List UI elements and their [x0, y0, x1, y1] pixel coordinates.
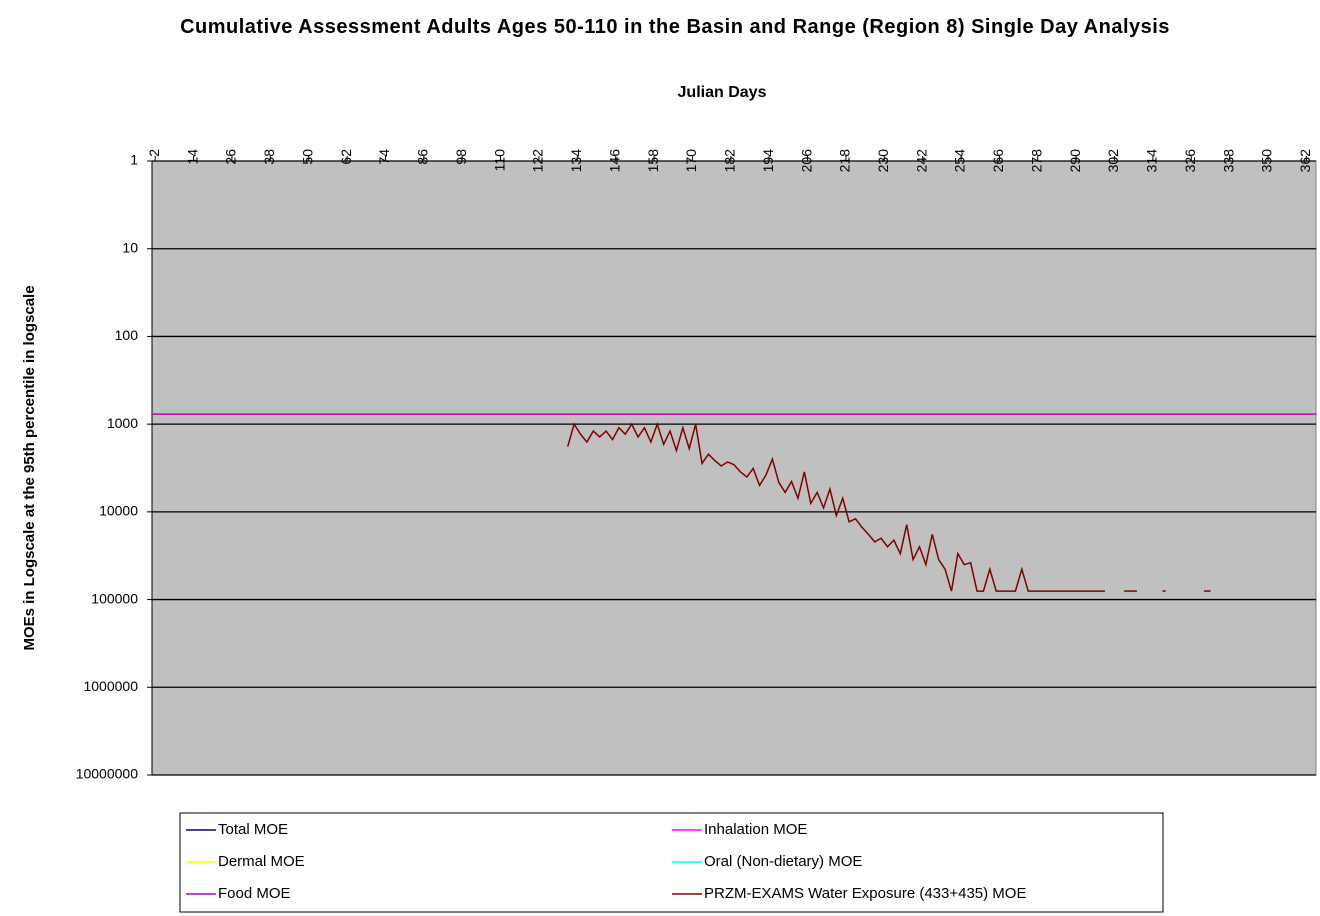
x-tick-label: 50	[299, 149, 315, 165]
x-tick-label: 2	[146, 149, 162, 157]
chart-title: Cumulative Assessment Adults Ages 50-110…	[180, 16, 1170, 38]
x-tick-label: 218	[837, 149, 853, 173]
x-tick-label: 314	[1144, 149, 1160, 173]
y-tick-label: 1000	[107, 415, 138, 431]
x-tick-label: 302	[1105, 149, 1121, 173]
y-tick-label: 100000	[91, 590, 138, 606]
x-tick-label: 26	[223, 149, 239, 165]
x-tick-label: 146	[606, 149, 622, 173]
x-tick-label: 194	[760, 149, 776, 173]
legend-label: Total MOE	[218, 821, 288, 838]
x-tick-label: 158	[645, 149, 661, 173]
y-tick-label: 1	[130, 152, 138, 168]
x-axis-title: Julian Days	[678, 84, 767, 101]
y-tick-label: 10000000	[76, 766, 139, 782]
x-tick-label: 14	[184, 149, 200, 165]
legend: Total MOE Inhalation MOE Dermal MOE Oral (N…	[179, 812, 1164, 913]
y-tick-label: 10	[122, 239, 138, 255]
y-tick-label: 1000000	[83, 678, 138, 694]
x-tick-label: 278	[1028, 149, 1044, 173]
x-tick-label: 170	[683, 149, 699, 173]
x-tick-label: 230	[875, 149, 891, 173]
x-tick-label: 290	[1067, 149, 1083, 173]
x-tick-label: 362	[1297, 149, 1313, 173]
x-tick-label: 206	[798, 149, 814, 173]
plot-area	[151, 160, 1317, 776]
x-tick-label: 74	[376, 149, 392, 165]
x-tick-label: 98	[453, 149, 469, 165]
x-tick-label: 134	[568, 149, 584, 173]
x-tick-label: 110	[491, 149, 507, 172]
y-tick-label: 100	[115, 327, 139, 343]
x-tick-label: 38	[261, 149, 277, 165]
x-tick-label: 182	[722, 149, 738, 173]
legend-box	[179, 812, 1164, 913]
legend-label: Inhalation MOE	[704, 821, 807, 838]
x-tick-label: 254	[952, 149, 968, 173]
x-tick-label: 326	[1182, 149, 1198, 173]
x-tick-label: 62	[338, 149, 354, 165]
series-line	[566, 421, 1105, 592]
y-tick-label: 10000	[99, 503, 138, 519]
legend-label: PRZM-EXAMS Water Exposure (433+435) MOE	[704, 885, 1026, 902]
legend-label: Oral (Non-dietary) MOE	[704, 853, 862, 870]
legend-label: Food MOE	[218, 885, 291, 902]
x-tick-label: 86	[415, 149, 431, 165]
y-axis-title: MOEs in Logscale at the 95th percentile …	[21, 285, 38, 650]
x-tick-label: 266	[990, 149, 1006, 173]
x-tick-label: 350	[1259, 149, 1275, 173]
legend-label: Dermal MOE	[218, 853, 305, 870]
x-tick-label: 242	[913, 149, 929, 173]
x-tick-label: 338	[1220, 149, 1236, 173]
x-tick-label: 122	[530, 149, 546, 173]
